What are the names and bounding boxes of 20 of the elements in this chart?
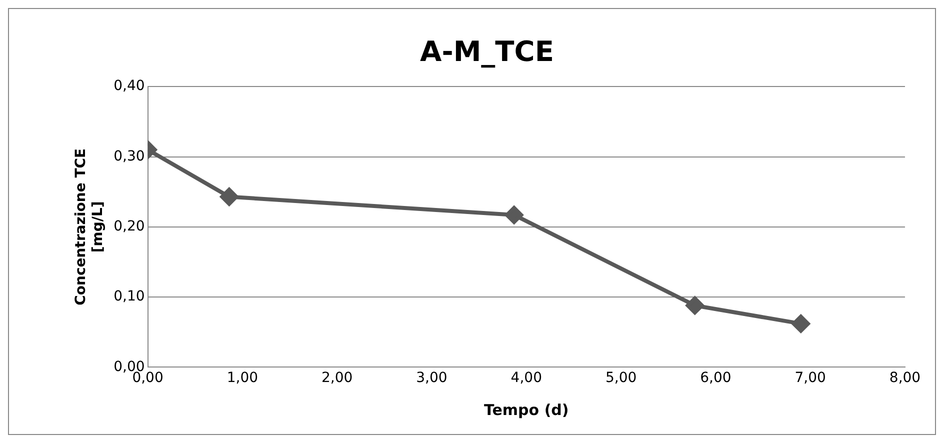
x-tick-label: 1,00 — [226, 370, 258, 386]
chart-title: A-M_TCE — [420, 35, 554, 68]
y-tick-label: 0,40 — [114, 78, 145, 94]
y-tick-label: 0,30 — [114, 148, 145, 164]
x-axis-title: Tempo (d) — [484, 400, 569, 419]
y-axis-title: Concentrazione TCE [mg/L] — [73, 148, 106, 306]
point — [220, 188, 238, 206]
y-tick-label: 0,20 — [114, 218, 145, 235]
point — [505, 206, 524, 224]
x-tick-label: 0,00 — [132, 370, 164, 386]
x-tick-label: 6,00 — [700, 370, 732, 386]
x-tick-label: 8,00 — [889, 370, 921, 386]
x-tick-label: 2,00 — [321, 370, 353, 386]
x-tick-label: 5,00 — [605, 370, 637, 386]
y-tick-label: 0,10 — [114, 288, 145, 305]
x-tick-label: 4,00 — [510, 370, 542, 386]
point — [686, 296, 704, 314]
x-tick-label: 7,00 — [794, 370, 826, 386]
point — [792, 314, 810, 333]
x-tick-label: 3,00 — [416, 370, 448, 386]
